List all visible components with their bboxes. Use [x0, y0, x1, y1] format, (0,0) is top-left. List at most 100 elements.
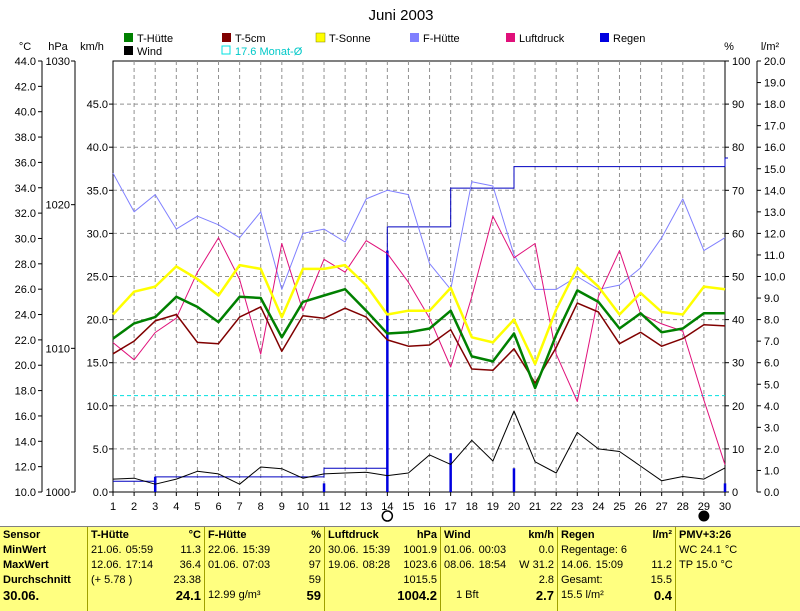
- luftdruck-min-time: 15:39: [362, 544, 391, 556]
- tick-label-hpa: 1020: [46, 200, 70, 212]
- f-huette-min-date: 22.06.: [208, 544, 239, 556]
- axis-unit-percent: %: [724, 41, 734, 53]
- regen-max-time: 15:09: [595, 559, 624, 571]
- tick-label-day: 23: [571, 501, 583, 513]
- wind-avg-val: 2.8: [538, 574, 554, 586]
- series-regen-kumuliert: [113, 157, 728, 482]
- legend: T-Hütte T-5cm T-Sonne F-Hütte Luftdruck …: [124, 32, 645, 58]
- tick-label-celsius: 28.0: [15, 259, 36, 271]
- regen-tage: Regentage: 6: [561, 544, 628, 556]
- tick-label-rain: 13.0: [764, 207, 785, 219]
- regen-max-val: 11.2: [651, 559, 672, 571]
- legend-swatch-t-5cm: [222, 33, 231, 42]
- legend-label-monat-avg: 17.6 Monat-Ø: [235, 46, 303, 58]
- tick-label-day: 24: [592, 501, 604, 513]
- tick-label-percent: 100: [732, 56, 750, 68]
- axis-unit-kmh: km/h: [80, 41, 104, 53]
- wind-bft: 1 Bft: [456, 589, 479, 601]
- pmv-tp: TP 15.0 °C: [679, 559, 733, 571]
- legend-swatch-t-sonne: [315, 32, 326, 43]
- tick-label-celsius: 14.0: [15, 436, 36, 448]
- tick-label-rain: 17.0: [764, 121, 785, 133]
- tick-label-kmh: 20.0: [87, 315, 108, 327]
- tick-label-percent: 0: [732, 487, 738, 499]
- tick-label-celsius: 10.0: [15, 487, 36, 499]
- regen-gesamt-label: Gesamt:: [561, 574, 603, 586]
- tick-label-day: 13: [360, 501, 372, 513]
- tick-label-kmh: 40.0: [87, 142, 108, 154]
- tick-label-celsius: 40.0: [15, 107, 36, 119]
- tick-label-day: 10: [297, 501, 309, 513]
- tick-label-day: 14: [381, 501, 393, 513]
- tick-label-celsius: 18.0: [15, 386, 36, 398]
- tick-label-kmh: 10.0: [87, 401, 108, 413]
- tick-label-percent: 10: [732, 444, 744, 456]
- tick-label-rain: 4.0: [764, 401, 779, 413]
- new-moon-icon: [698, 510, 710, 522]
- axis-unit-rain: l/m²: [761, 41, 780, 53]
- tick-label-rain: 6.0: [764, 358, 779, 370]
- regen-unit: l/m²: [652, 529, 672, 541]
- tick-label-day: 8: [258, 501, 264, 513]
- tick-label-hpa: 1010: [46, 343, 70, 355]
- wind-max-val: 31.2: [532, 559, 554, 571]
- legend-swatch-f-huette: [410, 33, 419, 42]
- pmv-wc: WC 24.1 °C: [679, 544, 738, 556]
- legend-swatch-monat-avg: [221, 45, 231, 55]
- tick-label-hpa: 1030: [46, 56, 70, 68]
- sensor-min-label: MinWert: [3, 544, 47, 556]
- wind-max-time: 18:54: [478, 559, 507, 571]
- sensor-max-label: MaxWert: [3, 559, 49, 571]
- tick-label-rain: 0.0: [764, 487, 779, 499]
- tick-label-celsius: 44.0: [15, 56, 36, 68]
- tick-label-rain: 10.0: [764, 272, 785, 284]
- tick-label-day: 16: [423, 501, 435, 513]
- regen-current: 0.4: [653, 588, 672, 603]
- tick-label-day: 27: [656, 501, 668, 513]
- tick-label-rain: 3.0: [764, 422, 779, 434]
- regen-max-date: 14.06.: [561, 559, 592, 571]
- luftdruck-min-val: 1001.9: [403, 544, 437, 556]
- tick-label-celsius: 38.0: [15, 132, 36, 144]
- legend-swatch-t-huette: [124, 33, 133, 42]
- tick-label-day: 19: [487, 501, 499, 513]
- legend-label-luftdruck: Luftdruck: [519, 33, 565, 45]
- t-huette-header: T-Hütte: [91, 529, 129, 541]
- wind-min-time: 00:03: [478, 544, 507, 556]
- summary-luftdruck: Luftdruck hPa 30.06. 15:39 1001.9 19.06. 08:…: [325, 527, 441, 611]
- f-huette-min-time: 15:39: [242, 544, 271, 556]
- tick-label-percent: 60: [732, 228, 744, 240]
- regen-gesamt-val: 15.5: [650, 574, 672, 586]
- tick-label-day: 9: [279, 501, 285, 513]
- tick-label-kmh: 45.0: [87, 99, 108, 111]
- wind-header: Wind: [444, 529, 471, 541]
- luftdruck-max-date: 19.06.: [328, 559, 359, 571]
- tick-label-celsius: 26.0: [15, 284, 36, 296]
- tick-label-percent: 20: [732, 401, 744, 413]
- tick-label-day: 20: [508, 501, 520, 513]
- tick-label-day: 2: [131, 501, 137, 513]
- series-t-huette: [112, 287, 725, 390]
- tick-label-celsius: 30.0: [15, 233, 36, 245]
- tick-label-rain: 9.0: [764, 293, 779, 305]
- summary-t-huette: T-Hütte °C 21.06. 05:59 11.3 12.06. 17:14 36.…: [88, 527, 205, 611]
- tick-label-kmh: 30.0: [87, 228, 108, 240]
- tick-label-kmh: 5.0: [93, 444, 108, 456]
- sensor-date: 30.06.: [3, 588, 40, 603]
- tick-label-rain: 15.0: [764, 164, 785, 176]
- t-huette-unit: °C: [188, 529, 201, 541]
- summary-panel: Sensor MinWert MaxWert Durchschnitt 30.0…: [0, 526, 800, 611]
- tick-label-day: 4: [173, 501, 179, 513]
- tick-label-celsius: 22.0: [15, 335, 36, 347]
- f-huette-current: 59: [306, 588, 321, 603]
- tick-label-day: 26: [634, 501, 646, 513]
- luftdruck-min-date: 30.06.: [328, 544, 359, 556]
- tick-label-rain: 8.0: [764, 315, 779, 327]
- tick-label-percent: 30: [732, 358, 744, 370]
- tick-label-day: 29: [698, 501, 710, 513]
- tick-label-day: 15: [402, 501, 414, 513]
- tick-label-percent: 40: [732, 315, 744, 327]
- f-huette-min-val: 20: [308, 544, 321, 556]
- tick-label-day: 25: [613, 501, 625, 513]
- tick-label-celsius: 12.0: [15, 462, 36, 474]
